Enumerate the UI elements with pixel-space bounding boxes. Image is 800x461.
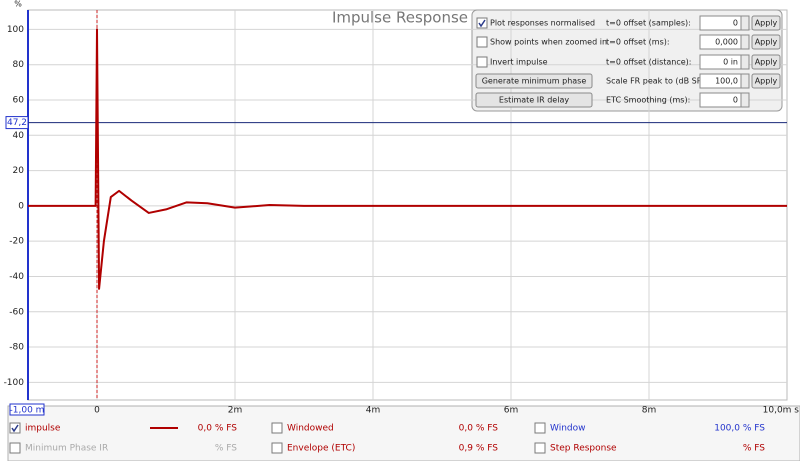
trace-label: Windowed (287, 424, 334, 434)
checkmark (11, 424, 19, 433)
field-label: ETC Smoothing (ms): (606, 96, 690, 105)
input-value[interactable]: 0 (733, 19, 738, 28)
trace-label: Window (550, 424, 586, 434)
y-cursor-box (5, 116, 29, 130)
trace-label: Envelope (ETC) (287, 444, 355, 454)
apply-label[interactable]: Apply (755, 58, 778, 67)
trace-label: impulse (25, 424, 61, 434)
checkbox[interactable] (271, 442, 283, 454)
checkbox[interactable] (9, 422, 21, 434)
input-value[interactable]: 0 in (723, 58, 738, 67)
x-cursor-box (9, 403, 45, 416)
y-tick-label: 40 (13, 131, 25, 141)
apply-button[interactable] (751, 54, 781, 70)
checkbox[interactable] (271, 422, 283, 434)
x-tick-label: -1,00 m (10, 406, 45, 416)
apply-button[interactable] (751, 34, 781, 50)
checkbox-label: Invert impulse (490, 58, 548, 67)
button[interactable] (475, 73, 593, 89)
y-tick-label: 20 (13, 166, 25, 176)
field-label: t=0 offset (distance): (606, 58, 691, 67)
checkmark (478, 19, 486, 28)
y-tick-label: -40 (9, 272, 24, 282)
y-tick-label: 80 (13, 60, 25, 70)
checkbox[interactable] (476, 36, 488, 48)
trace-reading: % FS (215, 444, 237, 454)
trace-reading: 100,0 % FS (714, 424, 765, 434)
input-value[interactable]: 0 (733, 96, 738, 105)
trace-label: Minimum Phase IR (25, 444, 108, 454)
field-label: t=0 offset (samples): (606, 19, 691, 28)
checkbox[interactable] (476, 56, 488, 68)
field-label: t=0 offset (ms): (606, 38, 670, 47)
y-tick-label: -60 (9, 307, 24, 317)
apply-label[interactable]: Apply (755, 19, 778, 28)
input-value[interactable]: 0,000 (715, 38, 738, 47)
x-tick-label: 0 (94, 406, 100, 416)
checkbox[interactable] (9, 442, 21, 454)
x-tick-label: 2m (228, 406, 243, 416)
y-tick-label: 100 (7, 25, 24, 35)
button[interactable] (475, 92, 593, 108)
field-label: Scale FR peak to (dB SPL): (606, 77, 712, 86)
button-label[interactable]: Estimate IR delay (499, 96, 569, 105)
chart-title: Impulse Response (332, 9, 468, 27)
checkbox[interactable] (534, 422, 546, 434)
apply-button[interactable] (751, 73, 781, 89)
y-cursor-label: 47,2 (7, 118, 27, 128)
checkbox-label: Show points when zoomed in (490, 38, 607, 47)
apply-label[interactable]: Apply (755, 77, 778, 86)
x-tick-label: 4m (366, 406, 381, 416)
x-tick-label: 10,0m s (763, 406, 800, 416)
spinner[interactable] (740, 92, 750, 108)
apply-button[interactable] (751, 15, 781, 31)
trace-label: Step Response (550, 444, 617, 454)
checkbox[interactable] (476, 17, 488, 29)
x-tick-label: 8m (642, 406, 657, 416)
y-tick-label: 60 (13, 96, 25, 106)
checkbox-label: Plot responses normalised (490, 19, 595, 28)
legend-panel (7, 405, 800, 461)
y-unit: % (14, 0, 22, 9)
y-tick-label: -100 (4, 378, 25, 388)
trace-reading: 0,0 % FS (198, 424, 238, 434)
spinner[interactable] (740, 54, 750, 70)
impulse-line (28, 28, 787, 290)
y-tick-label: 0 (18, 201, 24, 211)
x-tick-label: 6m (504, 406, 519, 416)
y-tick-label: -20 (9, 237, 24, 247)
trace-reading: % FS (743, 444, 765, 454)
spinner[interactable] (740, 34, 750, 50)
apply-label[interactable]: Apply (755, 38, 778, 47)
spinner[interactable] (740, 73, 750, 89)
trace-reading: 0,0 % FS (459, 424, 499, 434)
input-value[interactable]: 100,0 (715, 77, 738, 86)
y-tick-label: -80 (9, 343, 24, 353)
button-label[interactable]: Generate minimum phase (482, 77, 587, 86)
spinner[interactable] (740, 15, 750, 31)
checkbox[interactable] (534, 442, 546, 454)
trace-reading: 0,9 % FS (459, 444, 499, 454)
